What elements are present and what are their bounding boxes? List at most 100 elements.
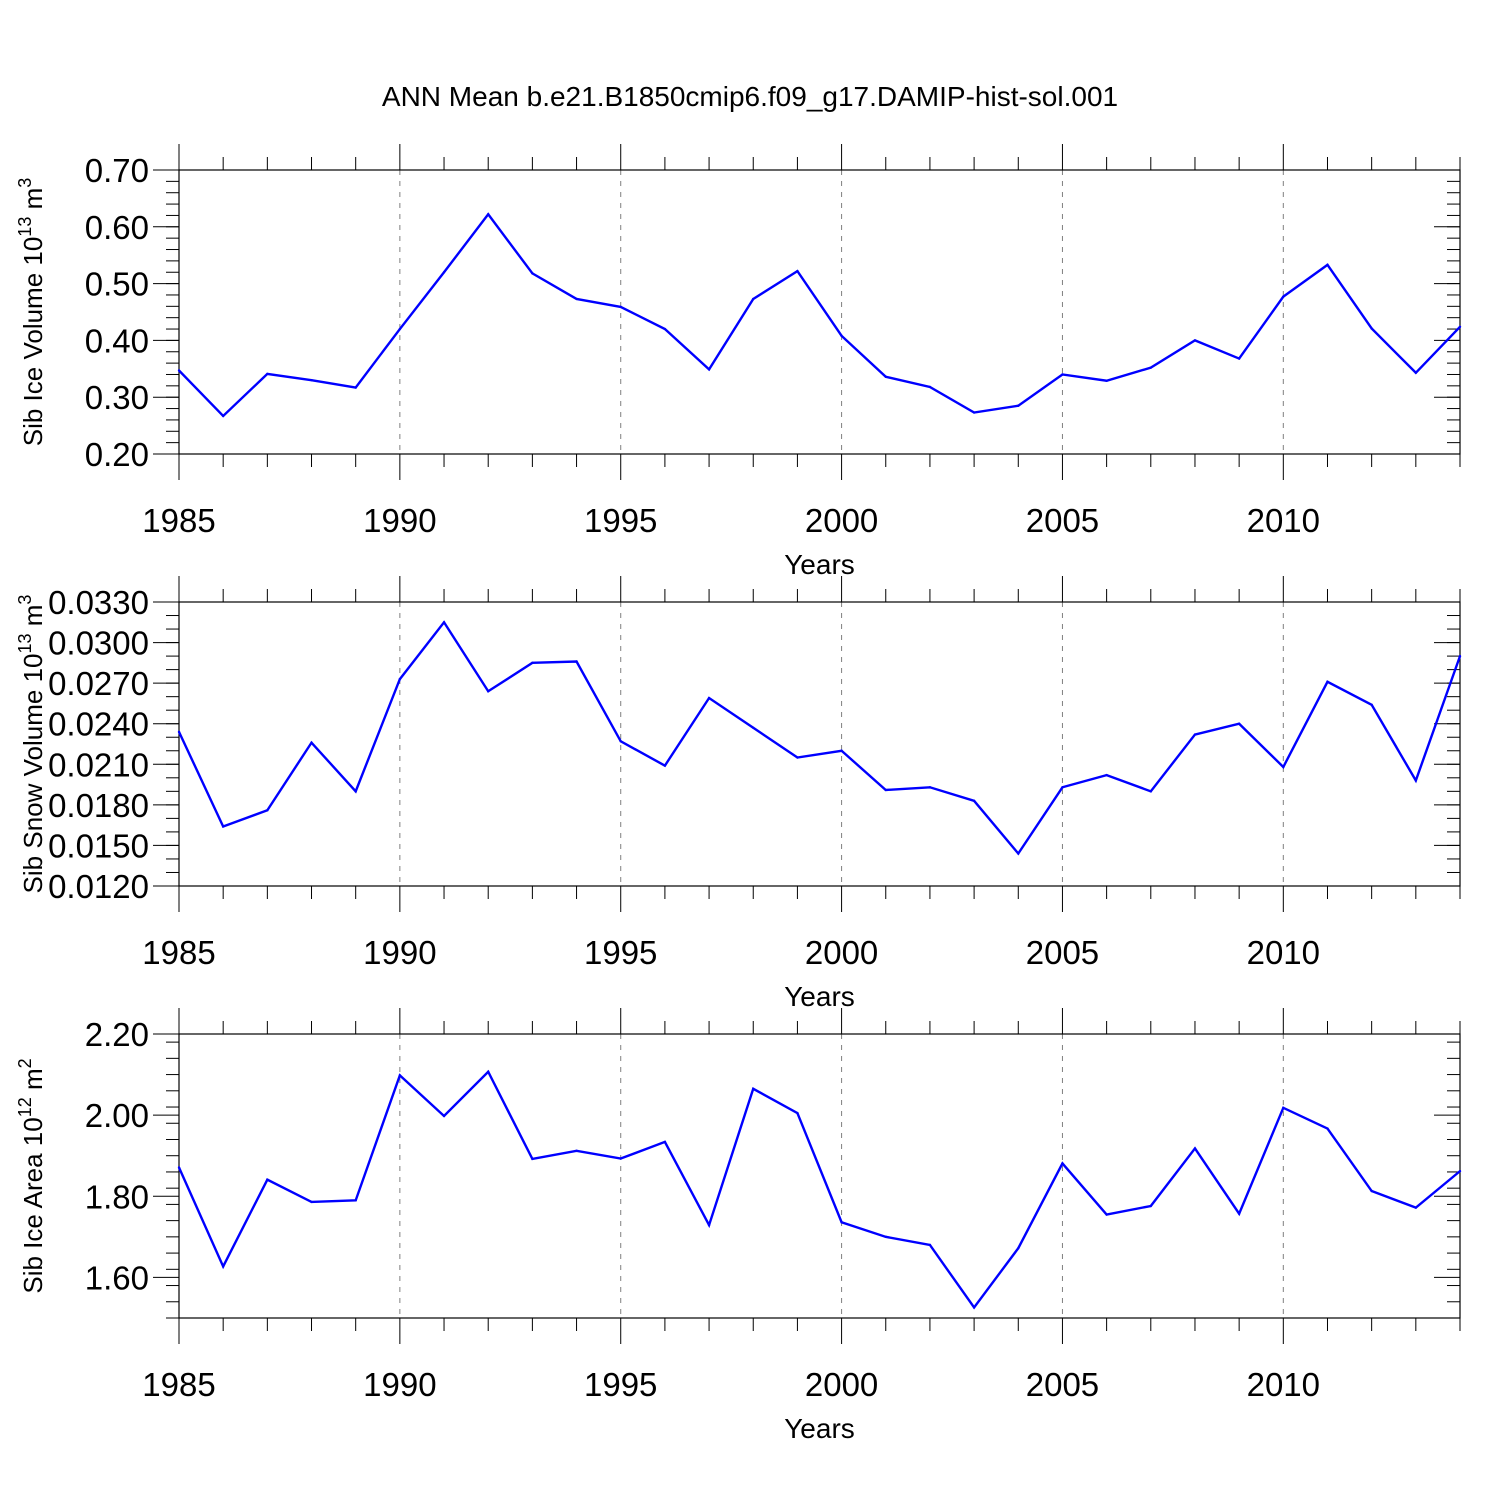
data-point xyxy=(1458,325,1462,328)
y-axis-label: Sib Ice Volume 1013 m3 xyxy=(15,178,48,447)
data-point xyxy=(796,269,799,273)
data-point xyxy=(619,1157,622,1160)
data-point xyxy=(1370,703,1373,706)
data-point xyxy=(1149,1204,1152,1208)
data-point xyxy=(531,1157,534,1161)
x-tick-label: 2010 xyxy=(1247,1366,1320,1403)
y-axis-label-text: Sib Ice Volume 10 xyxy=(18,237,48,447)
data-point xyxy=(398,327,402,331)
x-tick-label: 2005 xyxy=(1026,502,1099,539)
x-tick-label: 2010 xyxy=(1247,502,1320,539)
series-line xyxy=(178,212,1461,418)
data-point xyxy=(310,741,313,744)
y-tick-label: 0.50 xyxy=(85,266,149,303)
data-point xyxy=(575,1149,578,1153)
data-point xyxy=(752,726,755,729)
panel-2: 0.01200.01500.01800.02100.02400.02700.03… xyxy=(15,576,1462,1012)
data-point xyxy=(752,1087,755,1090)
data-point xyxy=(1017,852,1020,855)
data-point xyxy=(1326,263,1329,267)
x-axis-label: Years xyxy=(784,981,855,1012)
data-point xyxy=(442,621,446,624)
data-point xyxy=(840,334,843,338)
data-point xyxy=(1282,1106,1285,1110)
data-point xyxy=(1149,790,1152,793)
y-axis-label-unit-exponent: 3 xyxy=(15,595,35,605)
data-point xyxy=(575,660,578,663)
y-tick-label: 0.0270 xyxy=(48,665,149,702)
y-tick-label: 0.0210 xyxy=(48,746,149,783)
data-point xyxy=(972,1306,976,1309)
data-point xyxy=(1282,765,1285,769)
data-point xyxy=(177,369,181,372)
data-point xyxy=(1105,1213,1108,1216)
data-point xyxy=(1061,786,1064,789)
data-point xyxy=(487,213,490,216)
data-point xyxy=(840,749,843,752)
data-point xyxy=(575,297,578,301)
data-point xyxy=(1237,722,1241,725)
y-tick-label: 0.0150 xyxy=(48,827,149,864)
x-tick-label: 1985 xyxy=(142,934,215,971)
data-point xyxy=(707,368,711,371)
y-axis-label: Sib Snow Volume 1013 m3 xyxy=(15,595,48,894)
y-axis-label: Sib Ice Area 1012 m2 xyxy=(15,1058,48,1293)
data-point xyxy=(266,1178,269,1181)
data-point xyxy=(442,1114,446,1118)
data-point xyxy=(928,1243,932,1247)
y-axis-label-exponent: 13 xyxy=(15,217,35,237)
data-point xyxy=(1193,1147,1197,1150)
y-axis-label-unit: m xyxy=(18,605,48,634)
data-point xyxy=(663,327,667,331)
data-point xyxy=(1237,357,1241,360)
chart-title: ANN Mean b.e21.B1850cmip6.f09_g17.DAMIP-… xyxy=(382,81,1118,112)
data-point xyxy=(531,272,534,275)
data-point xyxy=(796,756,799,759)
data-point xyxy=(310,378,313,382)
data-point xyxy=(354,790,357,793)
data-point xyxy=(221,414,225,418)
data-point xyxy=(1326,1127,1329,1130)
y-axis-label-unit: m xyxy=(18,1068,48,1097)
data-point xyxy=(619,305,622,309)
y-tick-label: 0.70 xyxy=(85,152,149,189)
x-tick-label: 2000 xyxy=(805,1366,878,1403)
x-tick-label: 1995 xyxy=(584,1366,657,1403)
data-point xyxy=(1017,404,1020,407)
y-tick-label: 0.60 xyxy=(85,209,149,246)
data-point xyxy=(1105,773,1108,777)
data-point xyxy=(1370,1189,1373,1193)
y-tick-label: 1.80 xyxy=(85,1178,149,1215)
series-line xyxy=(177,1069,1461,1310)
data-point xyxy=(707,696,711,700)
y-tick-label: 0.0330 xyxy=(48,584,149,621)
data-point xyxy=(398,677,402,681)
y-tick-label: 1.60 xyxy=(85,1259,149,1296)
data-point xyxy=(796,1111,799,1115)
y-axis-label-unit: m xyxy=(18,188,48,217)
x-tick-label: 2005 xyxy=(1026,1366,1099,1403)
x-tick-label: 1990 xyxy=(363,934,436,971)
x-tick-label: 2010 xyxy=(1247,934,1320,971)
data-point xyxy=(1061,373,1064,376)
y-axis-label-text: Sib Ice Area 10 xyxy=(18,1117,48,1293)
x-tick-label: 2000 xyxy=(805,934,878,971)
series-line xyxy=(177,620,1462,856)
x-tick-label: 1985 xyxy=(142,502,215,539)
y-tick-label: 2.00 xyxy=(85,1097,149,1134)
data-point xyxy=(1193,339,1197,342)
panel-3: 1.60 1.80 2.00 2.20 1985 1990 1995 2000 2005 2010… xyxy=(15,1008,1462,1444)
y-tick-label: 0.0180 xyxy=(48,787,149,824)
data-point xyxy=(972,411,976,414)
x-tick-label: 2000 xyxy=(805,502,878,539)
plot-frame xyxy=(178,601,1461,887)
data-point xyxy=(531,661,534,665)
data-point xyxy=(972,799,976,802)
data-point xyxy=(177,730,181,734)
y-tick-label: 2.20 xyxy=(85,1016,149,1053)
data-point xyxy=(487,1070,490,1073)
data-point xyxy=(1149,366,1152,369)
y-tick-label: 0.0120 xyxy=(48,868,149,905)
data-point xyxy=(310,1200,313,1204)
